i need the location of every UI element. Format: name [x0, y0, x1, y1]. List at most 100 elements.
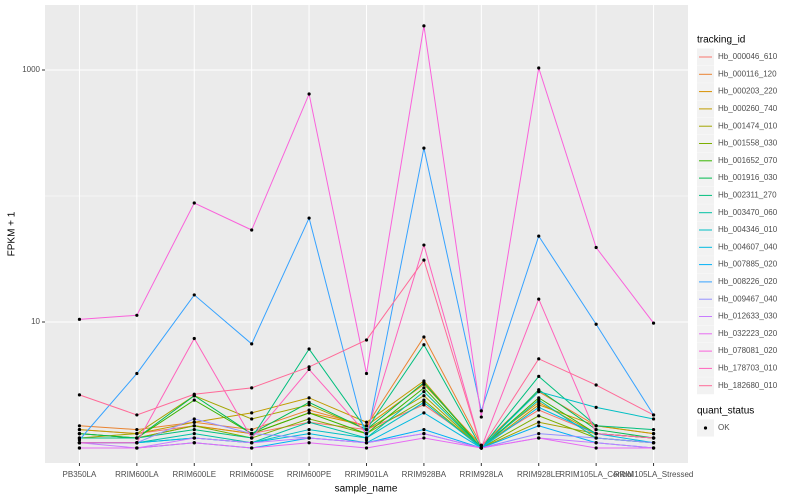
- data-point: [537, 234, 541, 238]
- data-point: [364, 420, 369, 424]
- x-axis-title: sample_name: [335, 484, 398, 495]
- data-point: [422, 403, 426, 407]
- data-point: [651, 413, 656, 417]
- x-tick-label: RRIM105LA_Control: [559, 470, 633, 479]
- legend-label: Hb_004607_040: [718, 242, 778, 251]
- data-point: [77, 446, 82, 450]
- data-point: [307, 420, 311, 424]
- data-point: [594, 424, 598, 428]
- data-point: [651, 446, 656, 450]
- data-point: [192, 417, 196, 421]
- data-point: [364, 371, 369, 376]
- x-tick-label: RRIM928LA: [460, 470, 504, 479]
- data-point: [135, 446, 139, 450]
- data-point: [250, 228, 254, 232]
- data-point: [651, 321, 656, 325]
- legend-title: tracking_id: [697, 35, 745, 46]
- data-point: [307, 396, 311, 400]
- data-point: [537, 436, 541, 440]
- data-point: [250, 386, 254, 390]
- data-point: [651, 436, 656, 440]
- data-point: [307, 411, 311, 415]
- data-point: [422, 394, 426, 398]
- data-point: [537, 405, 541, 409]
- data-point: [422, 400, 426, 405]
- data-point: [307, 216, 311, 220]
- data-point: [479, 415, 483, 419]
- legend-label: Hb_032223_020: [718, 329, 778, 338]
- x-tick-label: RRIM600PE: [287, 470, 331, 479]
- data-point: [422, 436, 426, 440]
- data-point: [651, 417, 656, 421]
- data-point: [135, 413, 139, 417]
- x-tick-label: RRIM105LA_Stressed: [614, 470, 694, 479]
- data-point: [192, 424, 196, 428]
- legend-label: Hb_000203_220: [718, 87, 778, 96]
- legend-label: Hb_004346_010: [718, 225, 778, 234]
- data-point: [77, 438, 82, 442]
- data-point: [364, 438, 369, 442]
- data-point: [77, 393, 82, 397]
- data-point: [537, 374, 541, 378]
- data-point: [192, 436, 196, 440]
- data-point: [307, 441, 311, 445]
- data-point: [307, 408, 311, 412]
- data-point: [250, 436, 254, 440]
- legend-label: Hb_001916_030: [718, 173, 778, 182]
- data-point: [364, 441, 369, 445]
- data-point: [307, 92, 311, 96]
- x-tick-label: RRIM928BA: [402, 470, 447, 479]
- data-point: [422, 427, 426, 432]
- data-point: [192, 398, 196, 402]
- data-point: [651, 441, 656, 445]
- legend-point: [703, 426, 708, 430]
- data-point: [594, 446, 598, 450]
- data-point: [364, 338, 369, 342]
- data-point: [594, 432, 598, 436]
- data-point: [594, 383, 598, 387]
- data-point: [537, 414, 541, 418]
- data-point: [307, 427, 311, 432]
- data-point: [77, 424, 82, 428]
- data-point: [594, 436, 598, 440]
- data-point: [422, 411, 426, 415]
- data-point: [250, 446, 254, 450]
- y-axis-title: FPKM + 1: [7, 211, 18, 256]
- data-point: [77, 317, 82, 321]
- data-point: [307, 367, 311, 372]
- data-point: [651, 427, 656, 432]
- data-point: [135, 441, 139, 445]
- data-point: [250, 432, 254, 436]
- data-point: [77, 441, 82, 445]
- data-point: [594, 427, 598, 432]
- data-point: [594, 405, 598, 409]
- data-point: [422, 398, 426, 402]
- data-point: [192, 427, 196, 432]
- data-point: [307, 400, 311, 405]
- data-point: [135, 427, 139, 432]
- data-point: [307, 417, 311, 421]
- data-point: [537, 403, 541, 407]
- data-point: [422, 432, 426, 436]
- data-point: [192, 293, 196, 297]
- data-point: [479, 443, 483, 447]
- legend-label: Hb_078081_020: [718, 346, 778, 355]
- legend: Hb_000046_610 Hb_000116_120 Hb_000203_220 H…: [697, 48, 778, 437]
- legend-label: Hb_002311_270: [718, 191, 777, 200]
- x-tick-label: RRIM600LA: [115, 470, 159, 479]
- data-point: [422, 381, 426, 385]
- data-point: [307, 365, 311, 369]
- x-tick-label: RRIM600LE: [172, 470, 216, 479]
- x-tick-label: RRIM901LA: [345, 470, 389, 479]
- data-point: [594, 245, 598, 250]
- data-point: [364, 424, 369, 428]
- data-point: [364, 446, 369, 450]
- data-point: [422, 24, 426, 28]
- data-point: [537, 66, 541, 70]
- legend-label: Hb_009467_040: [718, 294, 778, 303]
- data-point: [364, 427, 369, 432]
- legend-label: Hb_003470_060: [718, 208, 778, 217]
- data-point: [307, 347, 311, 351]
- data-point: [135, 436, 139, 440]
